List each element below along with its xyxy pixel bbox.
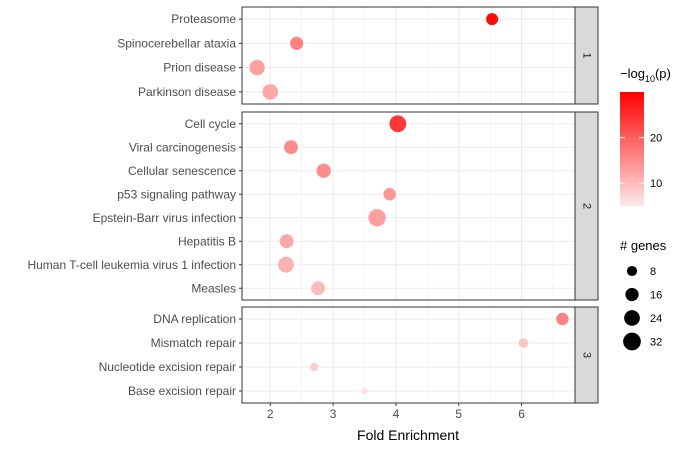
y-tick-label: Proteasome [171, 12, 236, 26]
size-legend-dot [625, 287, 639, 302]
data-point [368, 209, 386, 227]
y-tick-label: Spinocerebellar ataxia [117, 36, 236, 50]
size-legend-label: 8 [650, 266, 656, 278]
facet-panel-1: Proteasome Spinocerebellar ataxia Prion di… [117, 6, 599, 105]
data-point [361, 387, 368, 395]
x-axis-label: Fold Enrichment [357, 427, 459, 443]
y-tick-label: Prion disease [163, 61, 236, 75]
data-point [249, 59, 265, 76]
gridlines [242, 307, 575, 403]
data-point [262, 84, 279, 100]
facet-panel-3: DNA replication Mismatch repair Nucleotide… [99, 306, 599, 404]
size-legend-label: 32 [650, 337, 662, 349]
gridlines [242, 112, 575, 300]
data-point [311, 281, 326, 296]
data-point [278, 256, 294, 273]
facet-panels: Proteasome Spinocerebellar ataxia Prion di… [27, 6, 599, 404]
size-legend-entries: 8 16 24 32 [623, 265, 662, 351]
size-legend-dot [624, 310, 640, 326]
color-legend-title-subscript: 10 [645, 74, 655, 84]
data-point [383, 188, 396, 201]
panel-border [241, 306, 576, 404]
facet-strip [574, 111, 599, 301]
size-legend-dot [623, 332, 641, 351]
y-tick-label: Viral carcinogenesis [129, 140, 236, 154]
color-bar [620, 92, 644, 206]
data-point [556, 312, 569, 326]
color-legend-title-prefix: −log [620, 66, 645, 81]
y-tick-label: Mismatch repair [151, 336, 236, 350]
data-point [486, 13, 499, 26]
data-point [316, 163, 331, 178]
y-tick-label: Human T-cell leukemia virus 1 infection [27, 258, 236, 272]
x-axis: 2 3 4 5 6 [267, 403, 525, 421]
x-tick-label: 6 [518, 407, 525, 421]
size-legend-label: 24 [650, 313, 662, 325]
y-tick-label: Measles [191, 281, 236, 295]
color-bar-tick-label: 10 [650, 178, 662, 190]
panel-border [241, 111, 576, 301]
y-tick-label: Parkinson disease [138, 85, 236, 99]
y-tick-label: Cellular senescence [128, 164, 236, 178]
data-point [389, 115, 407, 133]
facet-strip-label: 2 [581, 203, 593, 209]
color-bar-tick-label: 20 [650, 133, 662, 145]
data-point [284, 140, 298, 155]
panel-border [241, 6, 576, 105]
data-point [290, 36, 304, 50]
data-point [279, 234, 294, 249]
size-legend-title: # genes [620, 238, 667, 253]
color-legend-title: −log10(p) [620, 66, 671, 84]
y-tick-label: Cell cycle [185, 117, 237, 131]
facet-strip [574, 306, 599, 404]
facet-strip [574, 6, 599, 105]
y-tick-label: Nucleotide excision repair [99, 360, 236, 374]
size-legend: # genes 8 16 24 32 [620, 238, 667, 351]
data-point [310, 362, 319, 372]
facet-strip-label: 3 [581, 352, 593, 358]
x-tick-label: 4 [393, 407, 400, 421]
facet-strip-label: 1 [581, 52, 593, 58]
y-tick-label: Hepatitis B [178, 234, 236, 248]
x-tick-label: 2 [267, 407, 274, 421]
x-tick-label: 3 [330, 407, 337, 421]
x-tick-label: 5 [455, 407, 462, 421]
y-tick-label: Epstein-Barr virus infection [93, 211, 236, 225]
facet-panel-2: Cell cycle Viral carcinogenesis Cellular s… [27, 111, 599, 301]
y-tick-label: p53 signaling pathway [117, 187, 236, 201]
data-point [518, 338, 529, 348]
y-tick-label: DNA replication [153, 312, 236, 326]
color-bar-ticks: 10 20 [620, 133, 662, 190]
color-legend-title-suffix: (p) [655, 66, 671, 81]
size-legend-dot [626, 265, 638, 277]
size-legend-label: 16 [650, 290, 662, 302]
y-tick-label: Base excision repair [128, 384, 236, 398]
gridlines [242, 7, 575, 104]
